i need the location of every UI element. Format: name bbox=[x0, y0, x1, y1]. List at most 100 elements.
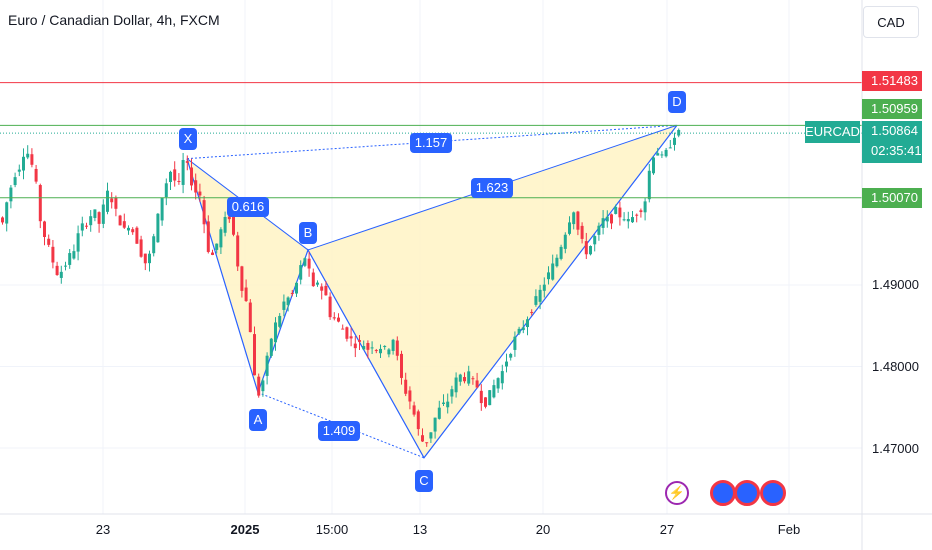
candle-up bbox=[148, 253, 151, 264]
candle-up bbox=[488, 390, 492, 406]
candle-down bbox=[353, 343, 357, 349]
candle-down bbox=[1, 217, 4, 223]
candle-down bbox=[236, 235, 240, 267]
candle-up bbox=[542, 284, 546, 291]
candles bbox=[1, 128, 681, 447]
candle-up bbox=[383, 345, 387, 347]
candle-up bbox=[458, 374, 462, 382]
candle-up bbox=[215, 243, 219, 250]
candle-up bbox=[505, 361, 508, 367]
candle-up bbox=[496, 378, 500, 389]
candle-down bbox=[177, 180, 181, 182]
lightning-event-icon[interactable]: ⚡ bbox=[665, 481, 689, 505]
candle-up bbox=[521, 327, 525, 331]
candle-down bbox=[374, 350, 378, 352]
candle-up bbox=[446, 401, 450, 408]
price-axis-label: 1.47000 bbox=[872, 441, 919, 456]
candle-up bbox=[219, 229, 223, 248]
currency-button[interactable]: CAD bbox=[863, 6, 919, 38]
candle-down bbox=[324, 285, 328, 296]
candle-up bbox=[152, 236, 156, 254]
candle-up bbox=[559, 246, 563, 259]
candle-down bbox=[412, 405, 416, 415]
ratio-label-xb: 0.616 bbox=[227, 197, 269, 217]
candle-up bbox=[572, 212, 576, 225]
green-line-price-tag: 1.50959 bbox=[862, 99, 922, 119]
candle-up bbox=[626, 219, 630, 222]
candle-down bbox=[475, 380, 479, 388]
candle-down bbox=[400, 353, 403, 378]
candle-up bbox=[454, 377, 458, 393]
candle-up bbox=[278, 315, 282, 327]
candle-up bbox=[391, 339, 395, 351]
candle-down bbox=[332, 317, 336, 319]
candle-up bbox=[429, 432, 433, 439]
candle-down bbox=[307, 258, 311, 269]
candle-up bbox=[127, 227, 130, 231]
candle-up bbox=[379, 348, 382, 354]
candle-down bbox=[253, 334, 256, 376]
candle-up bbox=[286, 297, 290, 306]
candle-down bbox=[395, 340, 399, 356]
ratio-label-ac: 1.409 bbox=[318, 421, 360, 441]
candle-down bbox=[97, 212, 101, 224]
candle-down bbox=[618, 207, 622, 218]
candle-down bbox=[358, 340, 361, 342]
candle-down bbox=[320, 286, 324, 291]
candle-up bbox=[76, 233, 80, 252]
candle-down bbox=[576, 211, 580, 230]
candle-up bbox=[433, 417, 437, 432]
candle-down bbox=[30, 154, 34, 165]
time-axis-label: Feb bbox=[777, 522, 801, 537]
candle-up bbox=[668, 147, 672, 149]
candle-up bbox=[223, 216, 227, 233]
candle-up bbox=[387, 349, 391, 355]
pattern-point-d: D bbox=[668, 91, 686, 113]
candle-down bbox=[227, 216, 231, 220]
eu-flag-event-icon[interactable] bbox=[710, 480, 736, 506]
candle-up bbox=[500, 371, 504, 384]
candle-up bbox=[509, 353, 513, 358]
candle-down bbox=[38, 185, 42, 222]
candle-up bbox=[597, 225, 601, 235]
candle-down bbox=[471, 378, 475, 380]
candle-down bbox=[404, 379, 408, 394]
chart-title: Euro / Canadian Dollar, 4h, FXCM bbox=[8, 12, 220, 28]
candle-up bbox=[517, 328, 521, 334]
candle-up bbox=[295, 282, 298, 294]
candle-down bbox=[610, 214, 613, 224]
eu-flag-event-icon[interactable] bbox=[760, 480, 786, 506]
candle-down bbox=[345, 327, 349, 339]
candle-up bbox=[589, 246, 592, 255]
candle-down bbox=[341, 328, 345, 330]
candle-up bbox=[269, 338, 273, 356]
candle-up bbox=[89, 216, 93, 226]
eu-flag-event-icon[interactable] bbox=[734, 480, 760, 506]
candle-down bbox=[232, 212, 235, 235]
time-axis-label: 15:00 bbox=[315, 522, 349, 537]
candle-up bbox=[261, 380, 265, 392]
candle-down bbox=[244, 287, 248, 302]
candle-up bbox=[303, 258, 307, 266]
candle-down bbox=[131, 229, 135, 233]
candle-down bbox=[43, 221, 46, 237]
price-axis-label: 1.49000 bbox=[872, 277, 919, 292]
time-axis-label: 27 bbox=[659, 522, 675, 537]
candle-up bbox=[467, 371, 471, 384]
candle-up bbox=[156, 213, 160, 243]
candle-up bbox=[22, 156, 25, 171]
candle-up bbox=[492, 385, 496, 398]
candle-down bbox=[290, 292, 294, 294]
last-price: 1.50864 bbox=[871, 123, 918, 138]
time-axis-label: 13 bbox=[412, 522, 428, 537]
green-line-price-tag-lower: 1.50070 bbox=[862, 188, 922, 208]
candle-down bbox=[416, 411, 420, 430]
candle-up bbox=[673, 137, 676, 145]
candle-down bbox=[248, 302, 252, 333]
red-line-price-tag: 1.51483 bbox=[862, 71, 922, 91]
candle-up bbox=[72, 251, 76, 259]
candle-down bbox=[185, 161, 189, 163]
candle-down bbox=[139, 239, 143, 257]
candle-up bbox=[601, 218, 605, 228]
